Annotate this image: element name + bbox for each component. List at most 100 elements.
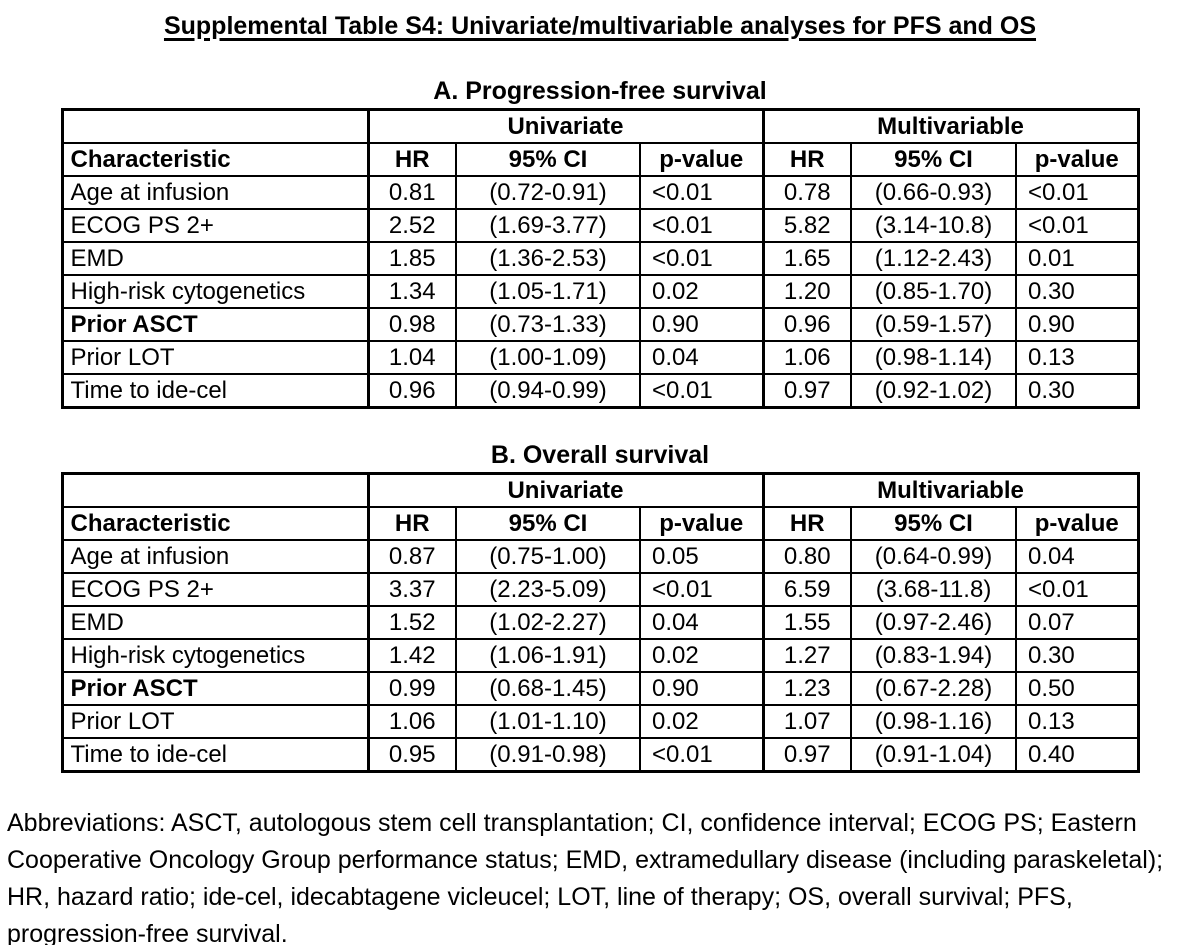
multi-ci-cell: (0.59-1.57)	[850, 307, 1017, 342]
multi-hr-cell: 1.06	[761, 340, 852, 375]
os-caption: B. Overall survival	[490, 441, 710, 469]
page-title-text: Supplemental Table S4: Univariate/multiv…	[163, 12, 1037, 40]
abbreviations-note: Abbreviations: ASCT, autologous stem cel…	[7, 809, 1164, 945]
table-row: Time to ide-cel 0.96 (0.94-0.99) <0.01 0…	[61, 373, 1139, 409]
uni-hr-cell: 1.52	[366, 605, 457, 640]
uni-p-cell: 0.90	[639, 307, 764, 342]
multi-p-cell: 0.13	[1015, 340, 1139, 375]
multi-hr-header: HR	[761, 506, 852, 541]
uni-hr-cell: 1.04	[366, 340, 457, 375]
uni-p-cell: <0.01	[639, 373, 764, 409]
uni-hr-cell: 0.81	[366, 175, 457, 210]
multi-hr-cell: 1.55	[761, 605, 852, 640]
uni-hr-cell: 0.98	[366, 307, 457, 342]
characteristic-cell: EMD	[61, 605, 369, 640]
table-row: Time to ide-cel 0.95 (0.91-0.98) <0.01 0…	[61, 737, 1139, 773]
page-title: Supplemental Table S4: Univariate/multiv…	[0, 0, 1200, 40]
table-row: High-risk cytogenetics 1.34 (1.05-1.71) …	[61, 274, 1139, 309]
table-row: ECOG PS 2+ 2.52 (1.69-3.77) <0.01 5.82 (…	[61, 208, 1139, 243]
multi-hr-header: HR	[761, 142, 852, 177]
multi-p-cell: 0.30	[1015, 274, 1139, 309]
uni-ci-cell: (1.05-1.71)	[455, 274, 641, 309]
uni-p-cell: 0.90	[639, 671, 764, 706]
multi-ci-cell: (0.92-1.02)	[850, 373, 1017, 409]
characteristic-cell: Prior LOT	[61, 704, 369, 739]
multi-hr-cell: 0.80	[761, 539, 852, 574]
multi-ci-cell: (0.64-0.99)	[850, 539, 1017, 574]
uni-hr-cell: 1.34	[366, 274, 457, 309]
characteristic-cell: Age at infusion	[61, 175, 369, 210]
multi-p-cell: 0.30	[1015, 638, 1139, 673]
multi-p-cell: 0.01	[1015, 241, 1139, 276]
characteristic-cell: High-risk cytogenetics	[61, 638, 369, 673]
multi-hr-cell: 0.78	[761, 175, 852, 210]
characteristic-header: Characteristic	[61, 506, 369, 541]
multi-p-cell: <0.01	[1015, 572, 1139, 607]
uni-p-cell: <0.01	[639, 241, 764, 276]
multi-ci-cell: (1.12-2.43)	[850, 241, 1017, 276]
multi-p-cell: 0.90	[1015, 307, 1139, 342]
uni-p-cell: 0.02	[639, 638, 764, 673]
table-row: Prior LOT 1.04 (1.00-1.09) 0.04 1.06 (0.…	[61, 340, 1139, 375]
uni-hr-cell: 1.85	[366, 241, 457, 276]
multi-ci-cell: (0.98-1.14)	[850, 340, 1017, 375]
multi-p-cell: 0.04	[1015, 539, 1139, 574]
uni-ci-cell: (0.73-1.33)	[455, 307, 641, 342]
uni-ci-cell: (1.01-1.10)	[455, 704, 641, 739]
uni-hr-cell: 0.87	[366, 539, 457, 574]
multivariable-group-header: Multivariable	[761, 472, 1139, 508]
multi-ci-header: 95% CI	[850, 506, 1017, 541]
uni-p-header: p-value	[639, 142, 764, 177]
uni-ci-cell: (0.94-0.99)	[455, 373, 641, 409]
uni-hr-header: HR	[366, 506, 457, 541]
uni-ci-cell: (0.91-0.98)	[455, 737, 641, 773]
uni-ci-cell: (1.02-2.27)	[455, 605, 641, 640]
characteristic-cell: Prior ASCT	[61, 671, 369, 706]
uni-hr-header: HR	[366, 142, 457, 177]
multivariable-group-header: Multivariable	[761, 108, 1139, 144]
characteristic-cell: ECOG PS 2+	[61, 572, 369, 607]
multi-p-header: p-value	[1015, 506, 1139, 541]
uni-ci-cell: (1.06-1.91)	[455, 638, 641, 673]
uni-ci-cell: (1.69-3.77)	[455, 208, 641, 243]
pfs-caption: A. Progression-free survival	[433, 77, 767, 105]
multi-p-cell: <0.01	[1015, 175, 1139, 210]
table-row: Prior ASCT 0.98 (0.73-1.33) 0.90 0.96 (0…	[61, 307, 1139, 342]
uni-hr-cell: 0.99	[366, 671, 457, 706]
table-row: EMD 1.85 (1.36-2.53) <0.01 1.65 (1.12-2.…	[61, 241, 1139, 276]
uni-p-cell: 0.04	[639, 605, 764, 640]
multi-ci-cell: (0.97-2.46)	[850, 605, 1017, 640]
uni-p-cell: <0.01	[639, 737, 764, 773]
univariate-group-header: Univariate	[366, 472, 764, 508]
multi-p-header: p-value	[1015, 142, 1139, 177]
multi-ci-cell: (0.67-2.28)	[850, 671, 1017, 706]
multi-hr-cell: 0.96	[761, 307, 852, 342]
uni-ci-cell: (1.00-1.09)	[455, 340, 641, 375]
uni-p-cell: <0.01	[639, 175, 764, 210]
table-row: Age at infusion 0.87 (0.75-1.00) 0.05 0.…	[61, 539, 1139, 574]
characteristic-cell: High-risk cytogenetics	[61, 274, 369, 309]
characteristic-cell: Time to ide-cel	[61, 737, 369, 773]
multi-ci-cell: (0.83-1.94)	[850, 638, 1017, 673]
uni-ci-header: 95% CI	[455, 142, 641, 177]
uni-p-cell: <0.01	[639, 572, 764, 607]
table-row: EMD 1.52 (1.02-2.27) 0.04 1.55 (0.97-2.4…	[61, 605, 1139, 640]
table-row: Prior ASCT 0.99 (0.68-1.45) 0.90 1.23 (0…	[61, 671, 1139, 706]
empty-corner-cell	[61, 472, 369, 508]
characteristic-cell: EMD	[61, 241, 369, 276]
multi-ci-cell: (0.91-1.04)	[850, 737, 1017, 773]
uni-hr-cell: 3.37	[366, 572, 457, 607]
column-header-row: Characteristic HR 95% CI p-value HR 95% …	[61, 506, 1139, 541]
multi-hr-cell: 0.97	[761, 737, 852, 773]
uni-hr-cell: 0.95	[366, 737, 457, 773]
uni-hr-cell: 1.06	[366, 704, 457, 739]
empty-corner-cell	[61, 108, 369, 144]
multi-p-cell: 0.13	[1015, 704, 1139, 739]
uni-ci-cell: (2.23-5.09)	[455, 572, 641, 607]
uni-ci-cell: (0.68-1.45)	[455, 671, 641, 706]
uni-p-cell: 0.02	[639, 704, 764, 739]
characteristic-cell: Prior ASCT	[61, 307, 369, 342]
pfs-table: Univariate Multivariable Characteristic …	[60, 108, 1140, 409]
uni-hr-cell: 1.42	[366, 638, 457, 673]
